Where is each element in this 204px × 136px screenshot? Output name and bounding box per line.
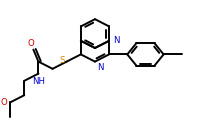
Text: O: O	[1, 98, 8, 107]
Text: NH: NH	[32, 77, 45, 86]
Text: O: O	[28, 39, 34, 48]
Text: S: S	[59, 56, 65, 65]
Text: N: N	[96, 63, 103, 72]
Text: N: N	[112, 36, 119, 45]
